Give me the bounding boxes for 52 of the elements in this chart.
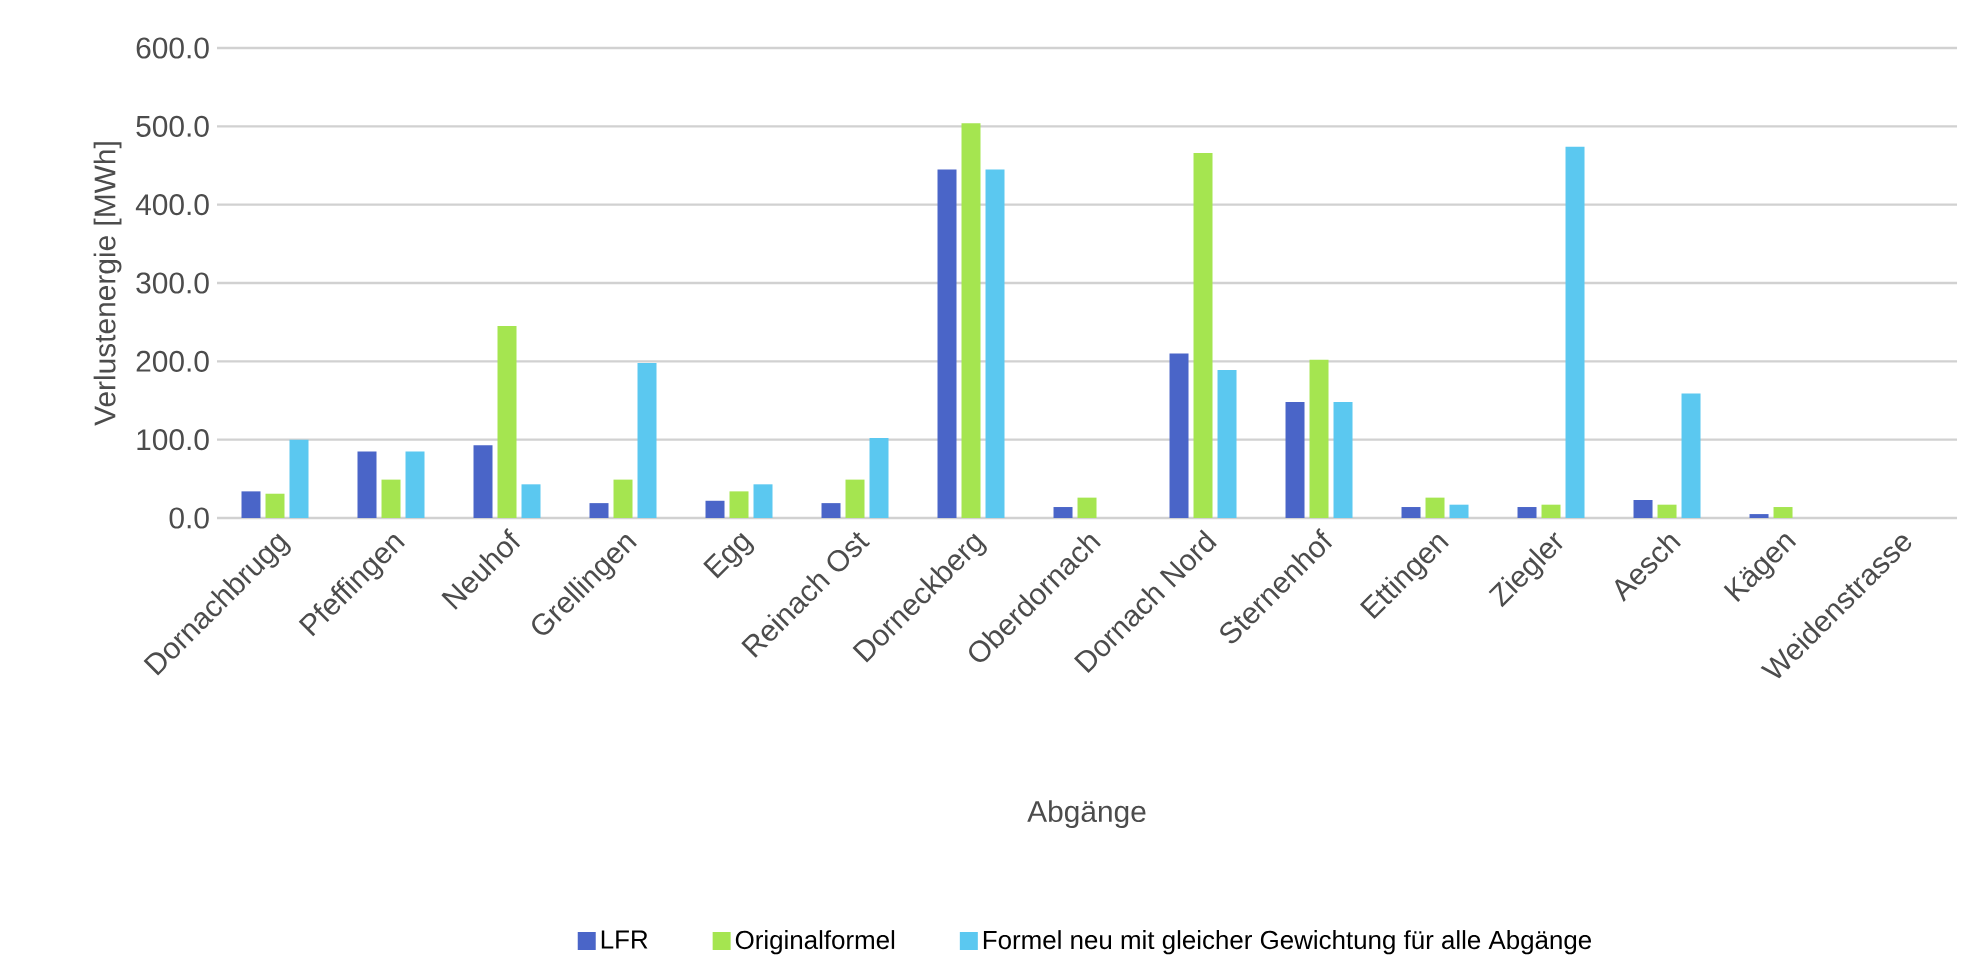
bar xyxy=(521,484,541,518)
bar xyxy=(265,493,285,518)
bar xyxy=(1749,514,1769,518)
y-tick-label: 400.0 xyxy=(135,194,209,216)
bar xyxy=(1309,359,1329,518)
legend-label: Originalformel xyxy=(735,930,895,955)
bar xyxy=(405,451,425,518)
bar xyxy=(637,362,657,518)
bar xyxy=(1193,152,1213,518)
bar xyxy=(821,503,841,518)
bar xyxy=(1681,393,1701,518)
bar xyxy=(1169,353,1189,518)
bar xyxy=(1541,504,1561,518)
bar xyxy=(1773,507,1793,518)
y-tick-label: 500.0 xyxy=(136,115,209,137)
bar xyxy=(753,484,773,518)
y-tick-label: 600.0 xyxy=(136,37,209,59)
y-tick-label: 200.0 xyxy=(136,350,209,372)
bar xyxy=(729,491,749,518)
bar xyxy=(1657,504,1677,518)
bar xyxy=(497,326,517,518)
y-axis-title: Verlustenergie [MWh] xyxy=(93,142,122,426)
bar xyxy=(589,503,609,518)
bar xyxy=(937,169,957,518)
bar xyxy=(613,479,633,518)
legend-label: LFR xyxy=(601,930,648,949)
bar xyxy=(1333,402,1353,518)
x-axis-title: Abgänge xyxy=(1027,800,1146,829)
bar xyxy=(1425,497,1445,518)
y-tick-label: 300.0 xyxy=(136,272,209,294)
bar xyxy=(985,169,1005,518)
bar xyxy=(705,500,725,518)
bar xyxy=(1633,499,1653,518)
bar xyxy=(869,438,889,518)
y-tick-label: 0.0 xyxy=(169,507,209,529)
legend-label: Formel neu mit gleicher Gewichtung für alle Abgänge xyxy=(983,930,1592,955)
bar xyxy=(1053,507,1073,518)
bar xyxy=(473,445,493,518)
bar xyxy=(241,491,261,518)
y-tick-label: 100.0 xyxy=(137,429,209,451)
bar xyxy=(1217,369,1237,518)
bar xyxy=(1449,504,1469,518)
bar xyxy=(1517,507,1537,518)
bar xyxy=(845,479,865,518)
bar xyxy=(1077,497,1097,518)
bar xyxy=(1565,146,1585,518)
bar xyxy=(1285,402,1305,518)
bar xyxy=(381,479,401,518)
bar xyxy=(961,123,981,518)
bar xyxy=(289,439,309,518)
bar xyxy=(357,451,377,518)
bar xyxy=(1401,507,1421,518)
